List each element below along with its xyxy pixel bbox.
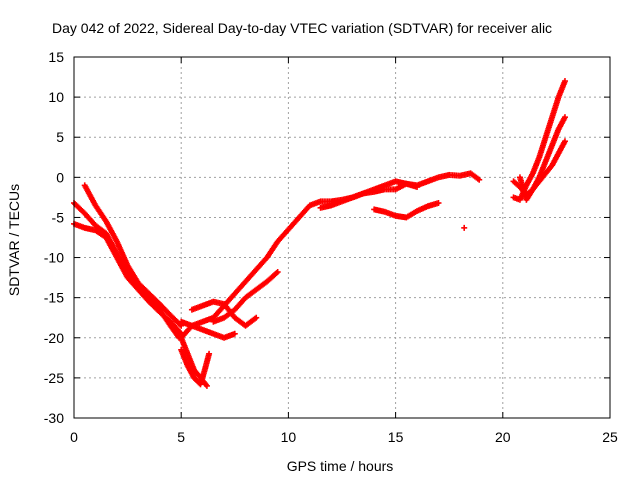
x-tick-label: 25: [602, 429, 618, 445]
data-point: [206, 350, 213, 357]
tick-labels: 0 5 10 15 20 25 -30 -25 -20 -15 -10 -5 0 5 10 15: [44, 49, 618, 445]
tick-marks: [73, 56, 611, 419]
data-point: [435, 200, 442, 207]
x-tick-label: 10: [281, 429, 297, 445]
data-point: [561, 114, 568, 121]
data-point: [231, 330, 238, 337]
y-tick-label: 0: [56, 169, 64, 185]
y-tick-label: 15: [48, 49, 64, 65]
y-tick-label: 5: [56, 129, 64, 145]
data-point: [461, 224, 468, 231]
x-axis-label: GPS time / hours: [287, 458, 394, 474]
y-tick-label: -15: [44, 290, 64, 306]
data-point: [476, 176, 483, 183]
x-tick-label: 0: [70, 429, 78, 445]
y-tick-label: -30: [44, 410, 64, 426]
data-point: [561, 78, 568, 85]
data-point: [273, 270, 280, 277]
data-point: [203, 382, 210, 389]
chart-title: Day 042 of 2022, Sidereal Day-to-day VTE…: [52, 20, 552, 36]
y-tick-label: -5: [52, 209, 65, 225]
x-tick-label: 20: [495, 429, 511, 445]
data-point: [274, 268, 281, 275]
y-tick-label: -25: [44, 370, 64, 386]
data-point: [561, 138, 568, 145]
y-tick-label: 10: [48, 89, 64, 105]
x-tick-label: 5: [177, 429, 185, 445]
y-tick-label: -20: [44, 330, 64, 346]
y-tick-label: -10: [44, 250, 64, 266]
plot-frame: [73, 56, 611, 419]
data-point: [253, 314, 260, 321]
grid-lines: [74, 57, 610, 418]
y-axis-label: SDTVAR / TECUs: [6, 184, 22, 296]
data-points: [71, 78, 568, 389]
x-tick-label: 15: [388, 429, 404, 445]
